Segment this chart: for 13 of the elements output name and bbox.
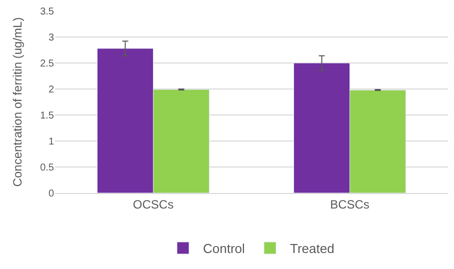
y-tick-label: 0 [48, 188, 54, 200]
y-tick-label: 3.5 [40, 6, 54, 18]
y-axis-title: Concentration of ferritin (ug/mL) [10, 17, 24, 187]
legend-label: Control [203, 241, 246, 256]
x-tick-label: BCSCs [330, 197, 370, 212]
y-tick-label: 3 [48, 32, 54, 44]
legend-label: Treated [290, 241, 334, 256]
x-tick-label: OCSCs [132, 197, 174, 212]
y-tick-label: 2.5 [40, 58, 54, 70]
y-tick-label: 1 [48, 136, 54, 148]
y-tick-label: 2 [48, 84, 54, 96]
y-tick-label: 0.5 [40, 162, 54, 174]
y-tick-label: 1.5 [40, 110, 54, 122]
